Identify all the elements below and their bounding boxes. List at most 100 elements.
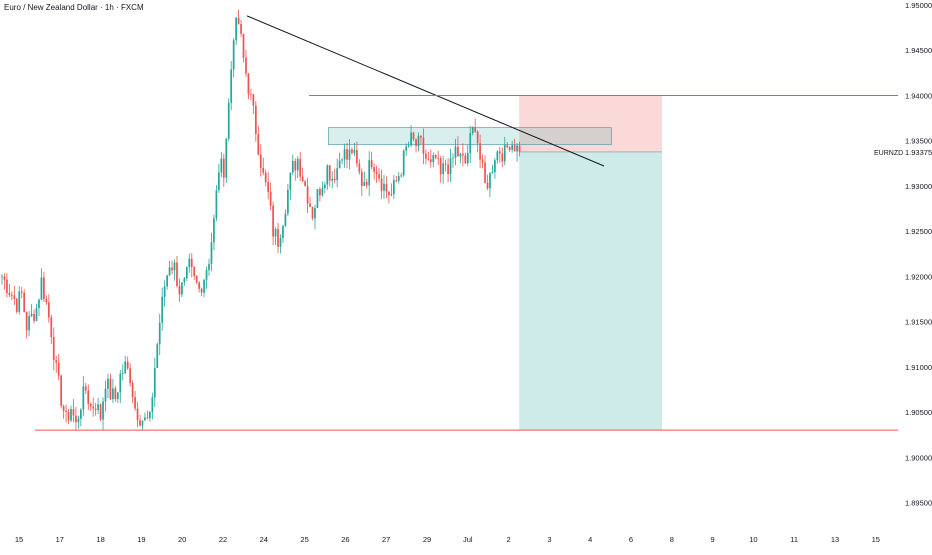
candle-body [447, 164, 449, 174]
candle-body [181, 282, 183, 295]
candle-body [392, 180, 395, 195]
candle-body [425, 153, 427, 159]
candle-body [242, 33, 245, 58]
candle-body [383, 183, 385, 191]
candle-body [326, 165, 329, 185]
candle-body [353, 150, 356, 153]
candle-body [481, 159, 484, 163]
candle-body [471, 127, 474, 134]
candle-body [370, 160, 373, 168]
candle-body [55, 359, 58, 363]
candle-body [193, 266, 196, 276]
candle-body [454, 146, 457, 158]
candle-body [400, 175, 403, 177]
candle-body [153, 368, 156, 398]
candle-body [449, 158, 452, 174]
y-tick-label: 1.89500 [905, 498, 932, 507]
trendline [246, 15, 605, 167]
candle-body [427, 158, 430, 160]
x-tick-label: 20 [178, 535, 186, 544]
candle-body [178, 285, 181, 295]
candle-body [43, 277, 45, 299]
candle-body [291, 160, 294, 173]
candle-body [75, 415, 77, 423]
candle-body [294, 160, 297, 171]
candle-body [139, 420, 141, 426]
candle-body [457, 146, 459, 157]
candle-body [341, 159, 343, 161]
candle-body [92, 406, 95, 409]
candle-body [284, 213, 287, 226]
candle-body [107, 378, 109, 389]
x-tick-label: 25 [300, 535, 308, 544]
candle-body [314, 208, 316, 219]
candle-body [171, 267, 173, 271]
y-tick-label: 1.91500 [905, 318, 932, 327]
candle-body [52, 337, 55, 360]
candle-body [474, 127, 477, 132]
candle-body [301, 176, 304, 182]
x-tick-label: 3 [547, 535, 551, 544]
candle-body [405, 146, 408, 151]
candle-body [508, 147, 511, 150]
x-tick-label: 2 [507, 535, 511, 544]
y-tick-label: 1.91000 [905, 363, 932, 372]
y-tick-label: 1.90000 [905, 453, 932, 462]
candle-body [220, 158, 223, 173]
candle-body [254, 105, 257, 135]
candle-body [461, 153, 464, 156]
candle-body [321, 188, 324, 196]
last-price-label: 1.93375 [905, 148, 932, 157]
candle-body [205, 270, 208, 280]
candle-body [62, 406, 65, 411]
candle-body [215, 190, 218, 219]
x-tick-label: Jul [463, 535, 473, 544]
candle-body [282, 225, 284, 239]
candle-body [503, 145, 506, 162]
position-zones [328, 95, 662, 431]
candle-body [25, 312, 28, 331]
candle-body [208, 263, 210, 271]
candle-body [190, 258, 193, 267]
candle-body [415, 139, 417, 147]
candle-body [346, 149, 348, 160]
candle-body [429, 159, 432, 163]
candle-body [439, 158, 442, 175]
candle-body [466, 153, 469, 164]
candle-body [257, 134, 260, 155]
candle-body [365, 181, 368, 186]
candle-body [506, 145, 509, 148]
y-tick-label: 1.90500 [905, 408, 932, 417]
x-tick-label: 27 [382, 535, 390, 544]
x-axis: 15 17 18 19 20 22 24 25 26 27 29 Jul 2 3 4 6 8 9 10 11 13 15 [15, 535, 880, 544]
candle-body [188, 258, 191, 268]
candle-body [218, 172, 220, 191]
x-tick-label: 18 [96, 535, 104, 544]
price-labels: EURNZD 1.93375 [874, 148, 932, 157]
candle-body [316, 189, 319, 209]
candle-body [287, 189, 289, 214]
candle-body [311, 206, 314, 219]
candle-body [47, 302, 50, 318]
candle-body [444, 163, 447, 165]
candle-body [82, 386, 85, 410]
candle-body [452, 157, 454, 159]
candle-body [20, 291, 23, 293]
candle-body [198, 282, 201, 289]
candle-body [102, 401, 104, 420]
candle-body [124, 361, 127, 374]
candle-body [35, 308, 38, 321]
candle-body [385, 183, 388, 192]
candle-body [412, 132, 415, 140]
candle-body [121, 373, 124, 375]
candle-body [15, 298, 18, 312]
y-tick-label: 1.93000 [905, 182, 932, 191]
candle-body [109, 378, 112, 400]
candle-body [112, 388, 114, 400]
candle-body [235, 17, 237, 41]
candle-body [245, 57, 247, 74]
candle-body [161, 296, 164, 323]
candle-body [304, 181, 306, 187]
